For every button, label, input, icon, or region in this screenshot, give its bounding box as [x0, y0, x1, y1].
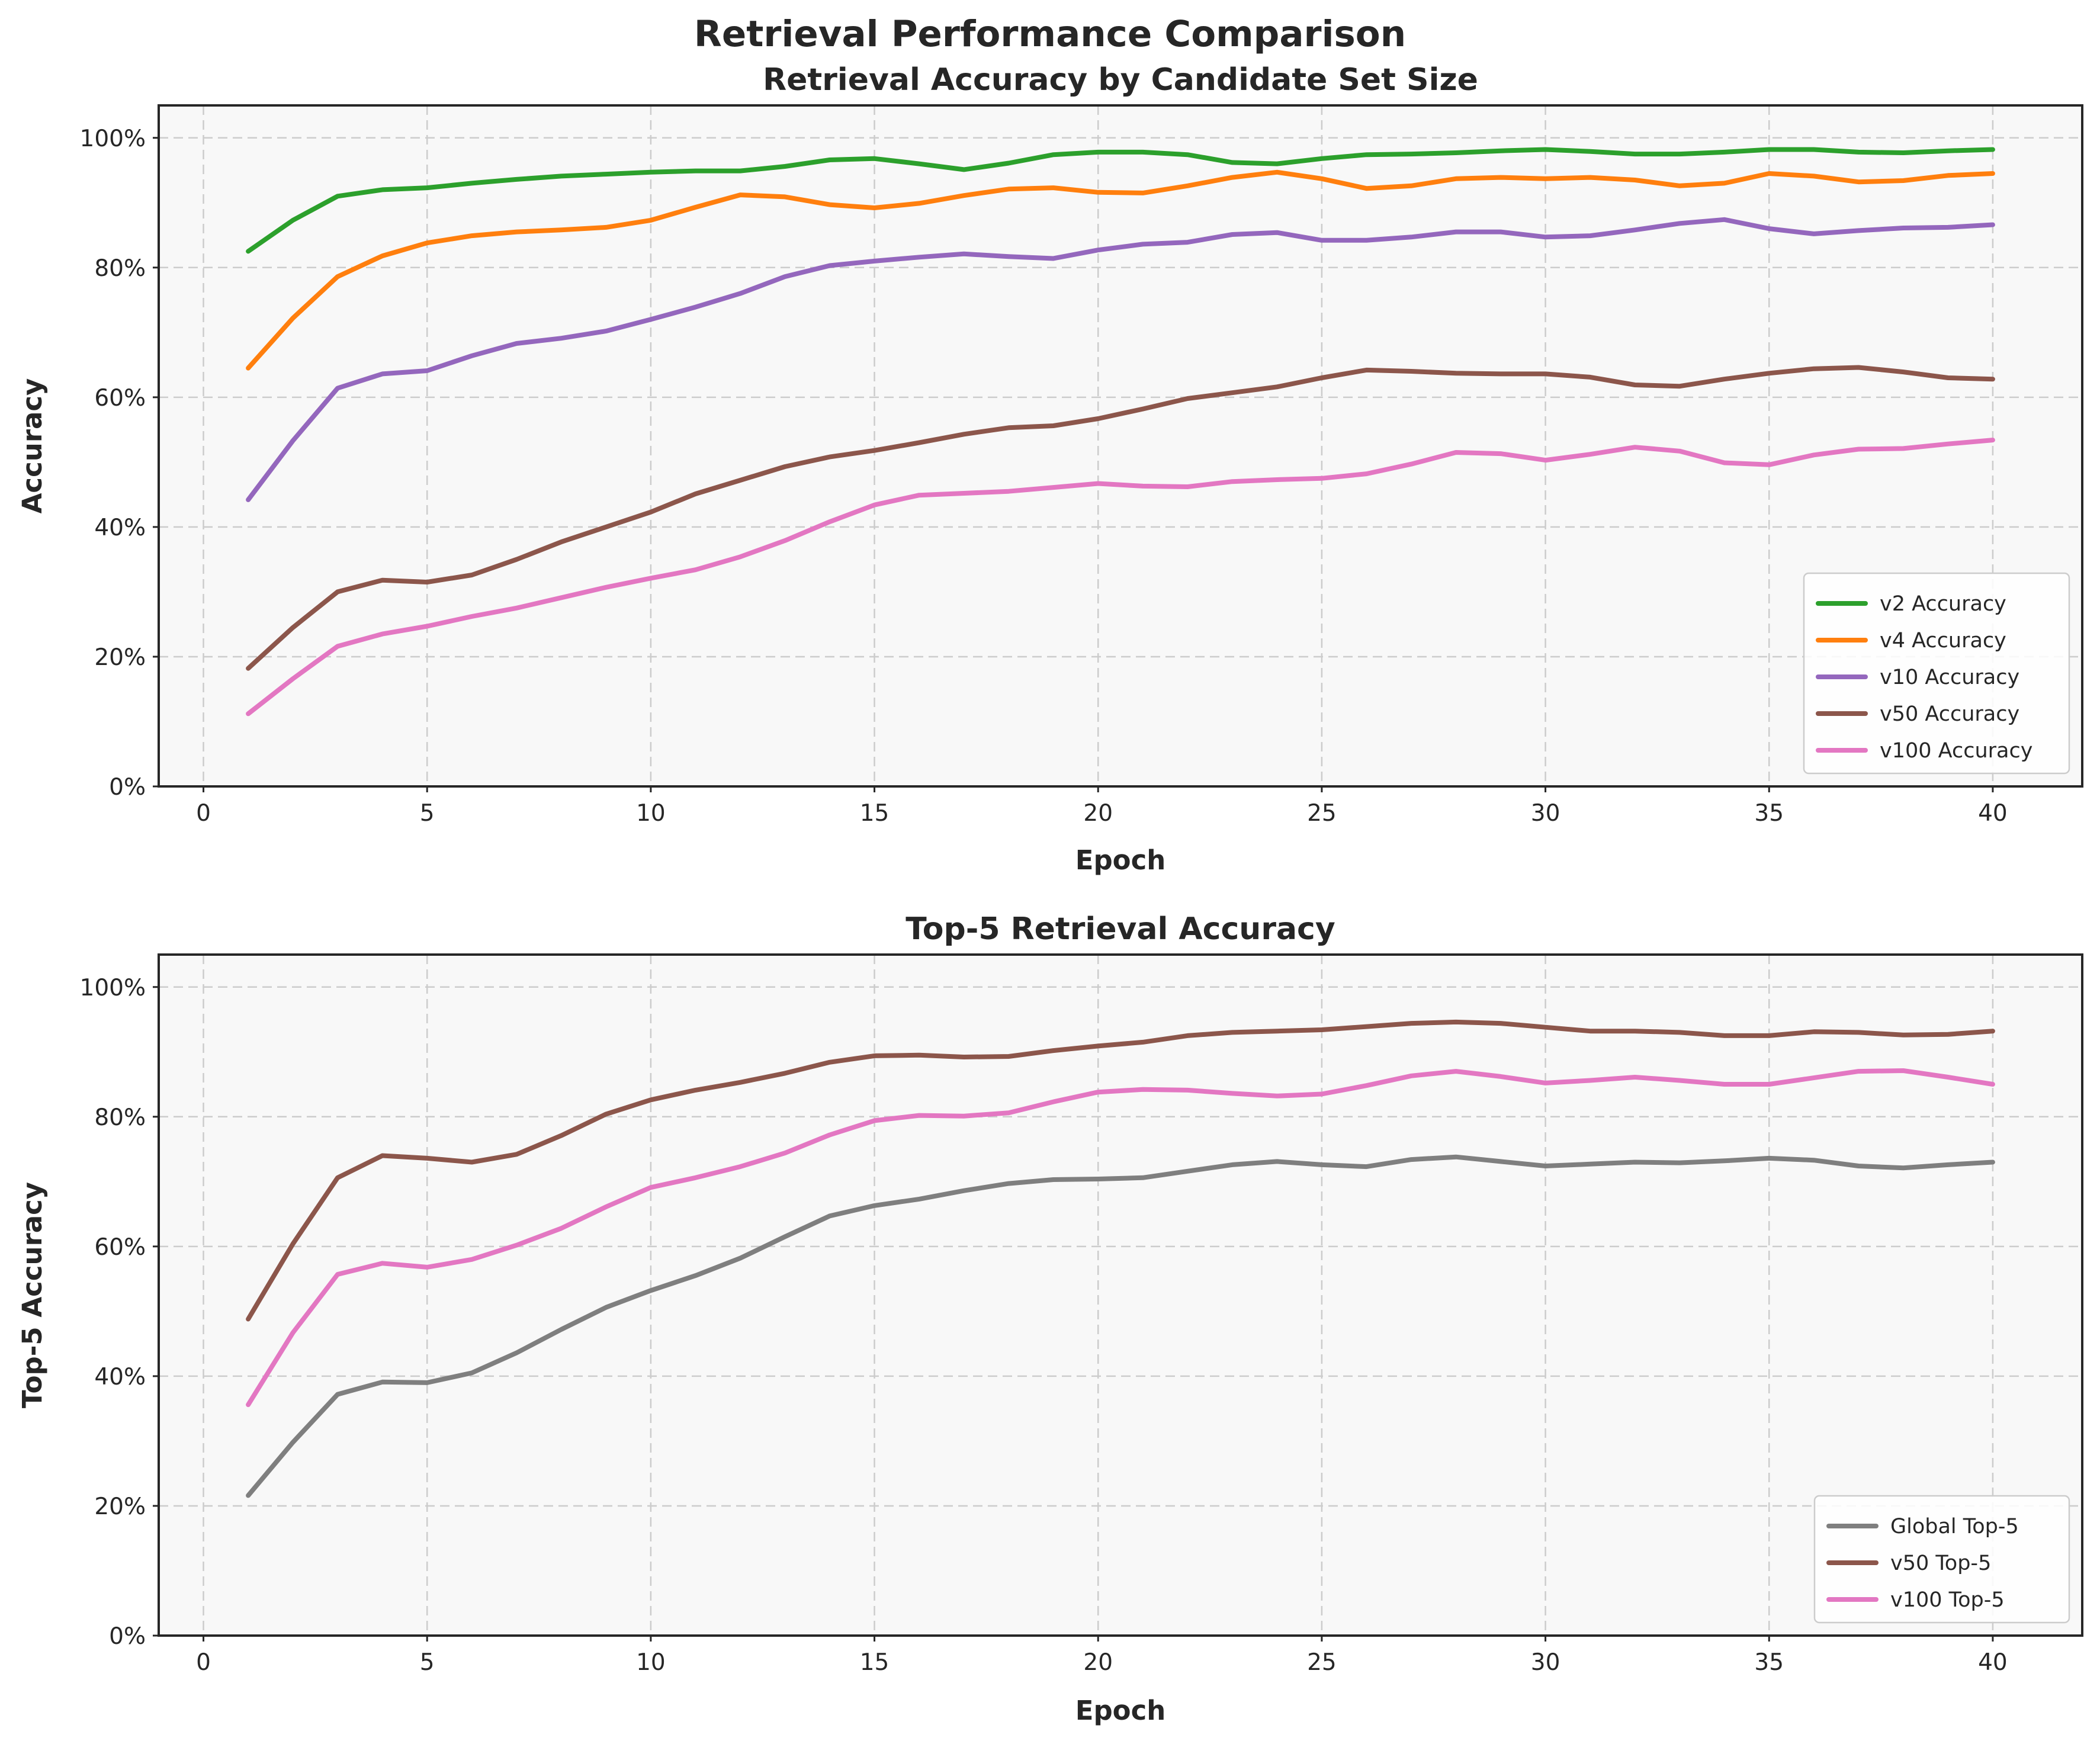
x-axis-label: Epoch [1075, 1695, 1166, 1726]
y-tick-label: 100% [80, 975, 146, 1001]
series-line-v10-accuracy [246, 217, 1995, 502]
chart-title: Top-5 Retrieval Accuracy [905, 911, 1335, 947]
legend-label: v4 Accuracy [1880, 629, 2006, 653]
x-tick-label: 5 [420, 800, 435, 827]
y-tick-label: 100% [80, 126, 146, 152]
y-tick-label: 20% [94, 1493, 146, 1520]
series-line-v100-accuracy [246, 438, 1995, 717]
x-tick-label: 40 [1978, 1649, 2008, 1676]
x-tick-label: 10 [636, 1649, 666, 1676]
legend-label: v100 Accuracy [1880, 739, 2032, 763]
y-tick-label: 0% [109, 774, 146, 801]
y-tick-label: 80% [94, 1104, 146, 1131]
plot-frame [158, 953, 2083, 1637]
y-tick-label: 40% [94, 1364, 146, 1390]
x-tick-label: 30 [1531, 800, 1560, 827]
y-axis-label: Top-5 Accuracy [17, 1182, 48, 1408]
x-tick-label: 10 [636, 800, 666, 827]
y-tick-label: 60% [94, 1234, 146, 1261]
legend-label: v50 Top-5 [1890, 1552, 1991, 1575]
x-tick-label: 25 [1307, 800, 1337, 827]
x-tick-label: 25 [1307, 1649, 1337, 1676]
x-tick-label: 0 [196, 1649, 211, 1676]
series-line-global-top-5 [246, 1154, 1995, 1498]
figure-suptitle: Retrieval Performance Comparison [694, 13, 1406, 55]
legend-box [1813, 1495, 2070, 1624]
x-tick-label: 35 [1754, 800, 1784, 827]
top5-accuracy-panel: 0 5 10 15 20 25 30 35 40 0% 20% 40% 60% 80% 100% Top-5 … [17, 911, 2083, 1726]
legend-label: v100 Top-5 [1890, 1588, 2005, 1612]
series-line-v50-top-5 [246, 1019, 1995, 1322]
x-tick-label: 5 [420, 1649, 435, 1676]
y-tick-label: 80% [94, 255, 146, 282]
legend: v2 Accuracy v4 Accuracy v10 Accuracy v50 Ac… [1803, 572, 2070, 775]
x-tick-label: 20 [1083, 1649, 1113, 1676]
legend-label: v10 Accuracy [1880, 666, 2019, 689]
y-tick-label: 20% [94, 644, 146, 671]
x-axis-label: Epoch [1075, 844, 1166, 876]
plot-area [159, 105, 2082, 786]
legend-box [1803, 572, 2070, 775]
plot-frame [158, 104, 2083, 788]
legend-label: v2 Accuracy [1880, 592, 2006, 616]
y-tick-label: 60% [94, 385, 146, 412]
y-tick-label: 0% [109, 1623, 146, 1650]
legend-label: v50 Accuracy [1880, 702, 2019, 726]
x-tick-label: 35 [1754, 1649, 1784, 1676]
series-line-v100-top-5 [246, 1068, 1995, 1408]
x-tick-label: 40 [1978, 800, 2008, 827]
series-line-v2-accuracy [246, 147, 1995, 254]
accuracy-panel: 0 5 10 15 20 25 30 35 40 0% 20% 40% 60% 80% 100% Retrie… [17, 62, 2083, 876]
legend-label: Global Top-5 [1890, 1515, 2019, 1538]
y-tick-label: 40% [94, 515, 146, 541]
plot-area [159, 955, 2082, 1636]
legend: Global Top-5 v50 Top-5 v100 Top-5 [1813, 1495, 2070, 1624]
y-axis-label: Accuracy [17, 378, 48, 514]
x-tick-label: 15 [860, 800, 890, 827]
series-line-v4-accuracy [246, 169, 1995, 371]
series-line-v50-accuracy [246, 365, 1995, 671]
x-tick-label: 15 [860, 1649, 890, 1676]
x-tick-label: 30 [1531, 1649, 1560, 1676]
x-tick-label: 20 [1083, 800, 1113, 827]
x-tick-label: 0 [196, 800, 211, 827]
chart-title: Retrieval Accuracy by Candidate Set Size [763, 62, 1478, 98]
